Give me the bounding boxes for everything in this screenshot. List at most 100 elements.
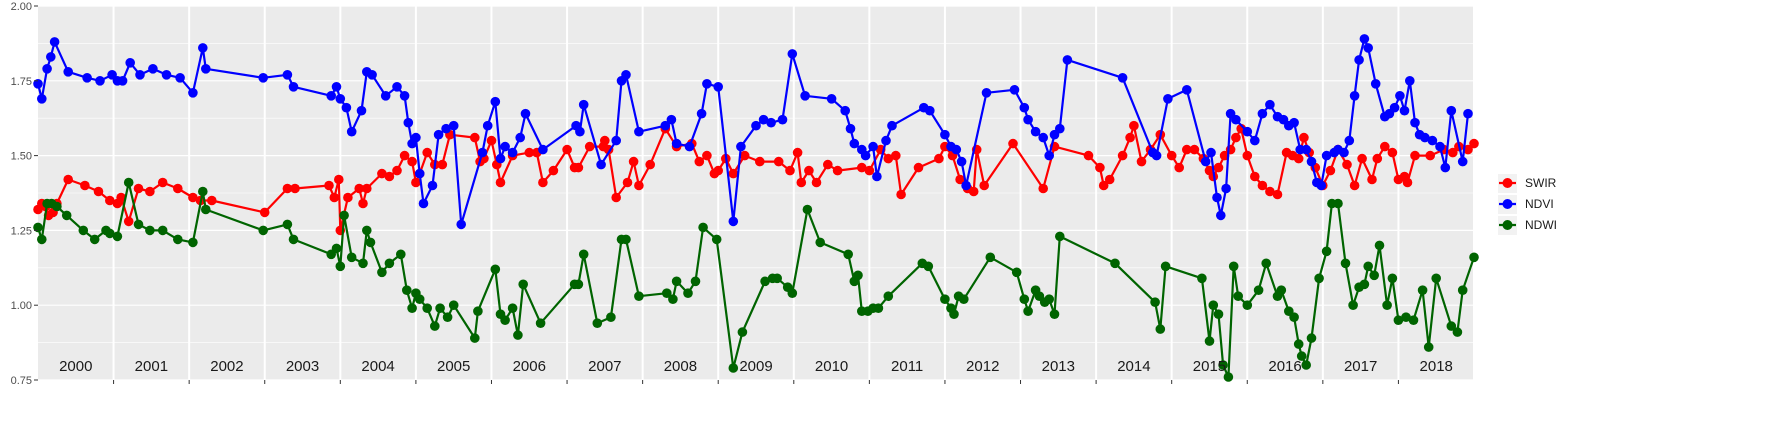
ndwi-point (662, 288, 672, 299)
swir-point (524, 147, 535, 158)
swir-point (913, 162, 924, 173)
year-label: 2001 (135, 358, 168, 375)
swir-point (437, 159, 448, 170)
ndvi-point (433, 129, 444, 140)
ndwi-point (89, 234, 100, 245)
ndvi-point (1427, 135, 1438, 146)
swir-point (1095, 162, 1105, 173)
ndwi-point (634, 291, 644, 302)
ndvi-point (161, 70, 172, 80)
ndwi-point (923, 261, 934, 272)
swir-point (329, 192, 340, 203)
swir-point (1098, 180, 1109, 191)
ndvi-point (482, 120, 493, 131)
ndwi-point (959, 294, 969, 305)
ndwi-point (430, 321, 440, 331)
ndwi-point (198, 186, 208, 197)
grid (38, 5, 1475, 381)
ndvi-point (596, 159, 606, 170)
swir-point (399, 150, 410, 161)
ndvi-point (82, 73, 92, 83)
ndvi-point (1446, 105, 1457, 116)
ndvi-point (490, 96, 501, 107)
swir-point (324, 180, 334, 191)
swir-point (1410, 150, 1420, 161)
swir-point (1325, 165, 1336, 176)
ndwi-point (1457, 285, 1468, 296)
ndvi-point (456, 219, 467, 230)
ndwi-point (1446, 321, 1457, 331)
year-label: 2002 (210, 358, 243, 375)
ndvi-point (1420, 132, 1430, 143)
swir-point (785, 165, 795, 176)
ndwi-point (518, 279, 528, 290)
year-label: 2016 (1268, 358, 1301, 375)
swir-point (979, 180, 989, 191)
swir-point (1136, 156, 1147, 167)
swir-point (63, 174, 73, 185)
year-label: 2013 (1042, 358, 1075, 375)
ndwi-point (1276, 285, 1287, 296)
ndvi-point (1354, 55, 1364, 65)
ndvi-point (1405, 76, 1415, 86)
legend: SWIR NDVI NDWI (1498, 174, 1557, 235)
ndwi-point (772, 273, 782, 284)
ndwi-point (1261, 258, 1271, 269)
swir-point (1402, 177, 1413, 188)
ndvi-point (1163, 94, 1173, 104)
ndwi-point (1469, 252, 1479, 263)
ndvi-point (403, 117, 414, 128)
swir-point (1257, 180, 1268, 191)
year-label: 2018 (1420, 358, 1453, 375)
ndwi-point (1204, 336, 1215, 346)
ndwi-point (422, 303, 433, 314)
ndvi-point (1395, 91, 1405, 101)
ndwi-point (1011, 267, 1022, 278)
swir-point (188, 192, 198, 203)
swir-point (713, 165, 723, 176)
ndwi-point (414, 294, 425, 305)
swir-point (934, 153, 944, 164)
ndvi-point (826, 94, 837, 104)
ndwi-point (621, 234, 631, 245)
swir-point (600, 135, 610, 146)
ndvi-point (125, 58, 135, 68)
ndwi-point (470, 333, 480, 343)
ndwi-point (843, 249, 853, 260)
series-ndvi (33, 34, 1473, 230)
ndwi-point (1387, 273, 1398, 284)
ndvi-point (1019, 102, 1030, 113)
ndvi-point (326, 91, 337, 101)
ndvi-point (418, 198, 429, 209)
ndwi-point (1197, 273, 1207, 284)
ndvi-point (961, 180, 971, 191)
ndwi-point (1363, 261, 1373, 272)
ndwi-point (1333, 198, 1343, 209)
year-label: 2004 (361, 358, 394, 375)
swir-point (1293, 153, 1304, 164)
swir-point (1469, 138, 1479, 149)
ndwi-point (1218, 360, 1228, 370)
ndwi-point (1382, 300, 1392, 311)
ndwi-point (513, 330, 523, 340)
ndvi-point (135, 70, 145, 80)
ndwi-point (346, 252, 357, 263)
swir-point (645, 159, 655, 170)
ndvi-point (1062, 55, 1073, 65)
ndwi-point (1019, 294, 1030, 305)
ndvi-point (1009, 85, 1020, 95)
swir-point (1380, 141, 1390, 152)
ndwi-point (1452, 327, 1463, 337)
ndwi-point (258, 225, 269, 236)
ndvi-point (411, 132, 421, 143)
ndwi-point (145, 225, 155, 236)
swir-point (1129, 120, 1139, 131)
swir-point (362, 183, 372, 194)
swir-point (968, 186, 979, 197)
ndvi-point (1316, 180, 1327, 191)
swir-point (123, 216, 134, 227)
swir-point (157, 177, 168, 188)
year-label: 2000 (59, 358, 92, 375)
ndwi-point (1374, 240, 1385, 251)
